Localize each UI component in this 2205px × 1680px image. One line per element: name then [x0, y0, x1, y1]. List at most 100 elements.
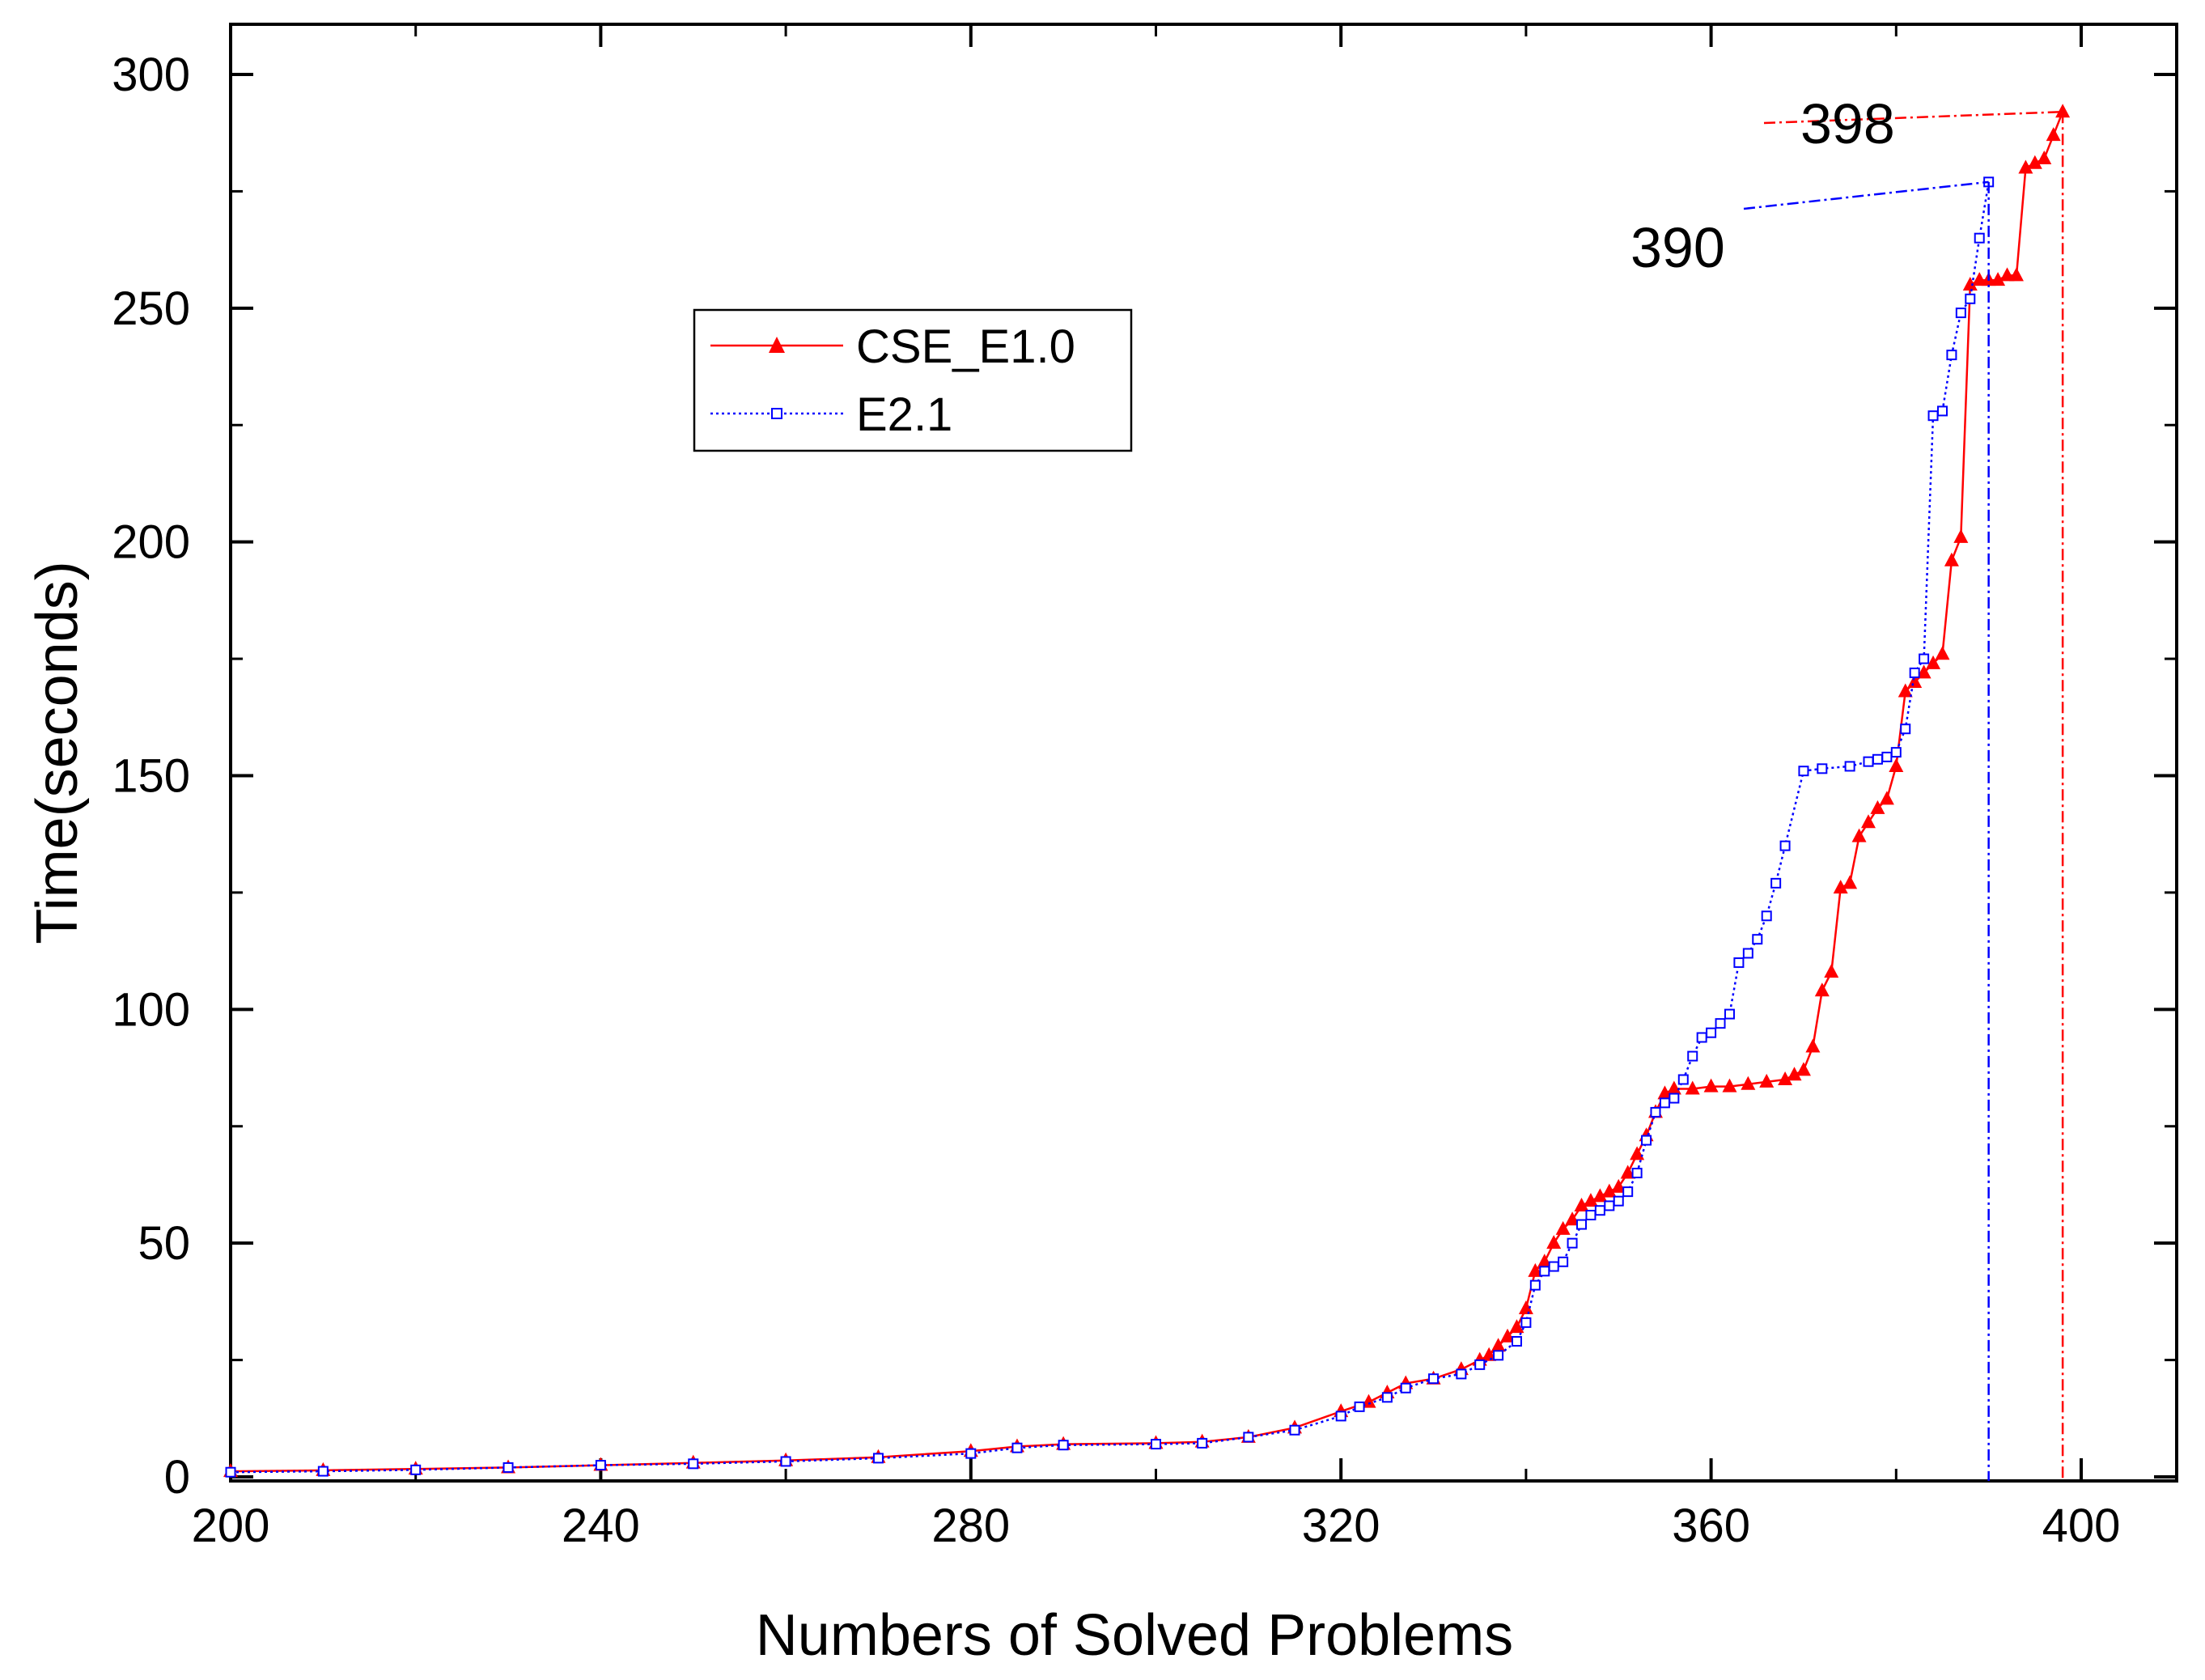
data-point: [1289, 1424, 1300, 1436]
data-point: [1805, 1038, 1821, 1053]
series-layer: [223, 104, 2071, 1478]
data-point: [1518, 1300, 1533, 1315]
data-point: [1890, 747, 1902, 758]
data-point: [1650, 1106, 1661, 1118]
y-tick-label: 250: [112, 282, 190, 335]
data-point: [872, 1453, 884, 1464]
data-point: [1741, 1075, 1756, 1090]
data-point: [1889, 757, 1904, 772]
data-point: [1583, 1193, 1598, 1207]
data-point: [1657, 1085, 1673, 1100]
data-point: [2008, 267, 2024, 282]
data-point: [1798, 766, 1809, 777]
data-point: [1474, 1359, 1486, 1370]
data-point: [410, 1464, 422, 1475]
data-point: [1927, 410, 1939, 422]
data-point: [1685, 1080, 1700, 1095]
data-point: [1528, 1262, 1543, 1277]
data-point: [1936, 405, 1948, 417]
data-point: [1555, 1220, 1571, 1235]
data-point: [1974, 232, 1985, 244]
x-tick-label: 360: [1672, 1500, 1750, 1552]
data-point: [1870, 800, 1885, 814]
data-point: [1833, 880, 1848, 894]
y-tick-label: 50: [138, 1217, 190, 1270]
data-point: [1659, 1097, 1670, 1109]
data-point: [1537, 1254, 1552, 1268]
annotation-label-398: 398: [1800, 92, 1895, 155]
legend-box: [693, 308, 1133, 452]
data-point: [1972, 272, 1987, 286]
data-point: [1881, 751, 1893, 762]
data-point: [1529, 1279, 1541, 1291]
data-point: [2037, 150, 2052, 164]
data-point: [1490, 1338, 1506, 1352]
data-point: [1565, 1211, 1580, 1226]
data-point: [2055, 104, 2071, 118]
data-point: [1863, 756, 1874, 767]
data-point: [1400, 1382, 1411, 1394]
data-point: [1879, 791, 1894, 805]
data-point: [1991, 272, 2006, 286]
data-point: [1151, 1439, 1161, 1450]
y-tick-label: 300: [112, 49, 190, 101]
data-point: [1669, 1092, 1680, 1104]
data-point: [1611, 1178, 1626, 1193]
data-point: [1715, 1018, 1726, 1029]
annotation-label-390: 390: [1630, 216, 1725, 279]
data-point: [1916, 664, 1931, 679]
data-point: [1722, 1078, 1737, 1092]
data-point: [1482, 1347, 1497, 1361]
data-point: [1456, 1368, 1467, 1380]
annotation-layer: 398 390: [1630, 92, 2064, 1481]
data-point: [2046, 127, 2061, 142]
data-point: [1787, 1067, 1802, 1081]
data-point: [1677, 1074, 1689, 1085]
data-point: [1817, 763, 1828, 774]
data-point: [1381, 1392, 1393, 1403]
data-point: [1965, 293, 1976, 304]
data-point: [1851, 828, 1867, 842]
y-tick-label: 100: [112, 983, 190, 1036]
data-point: [1546, 1235, 1562, 1249]
data-point: [1955, 308, 1966, 319]
y-tick-labels: 0 50 100 150 200 250 300: [112, 49, 190, 1504]
data-point: [1935, 646, 1950, 660]
data-point: [1548, 1261, 1559, 1272]
y-tick-label: 200: [112, 516, 190, 569]
plot-frame: [229, 23, 2178, 1483]
data-point: [1666, 1080, 1681, 1095]
data-point: [1687, 1050, 1698, 1062]
series-e2-1: [225, 176, 1995, 1478]
x-axis-title: Numbers of Solved Problems: [756, 1603, 1513, 1668]
data-point: [688, 1458, 699, 1470]
series-cse-e1-0: [223, 104, 2071, 1478]
data-point: [1354, 1401, 1365, 1412]
x-tick-label: 320: [1302, 1500, 1380, 1552]
legend: CSE_E1.0 E2.1: [693, 308, 1133, 452]
data-point: [1900, 723, 1911, 735]
data-point: [1706, 1027, 1717, 1038]
data-point: [1907, 673, 1923, 688]
data-point: [1733, 957, 1745, 969]
leader-line-398: [1763, 110, 2063, 125]
data-point: [1613, 1195, 1624, 1207]
data-point: [1898, 683, 1913, 698]
data-point: [1742, 948, 1753, 959]
data-point: [595, 1460, 606, 1471]
data-point: [1926, 655, 1941, 669]
data-point: [2018, 159, 2033, 174]
data-point: [1962, 276, 1978, 291]
data-point: [1844, 761, 1855, 772]
data-point: [1860, 814, 1876, 829]
data-point: [502, 1462, 514, 1473]
data-point: [1567, 1237, 1578, 1249]
data-point: [1197, 1437, 1208, 1449]
data-point: [2027, 155, 2042, 169]
data-point: [1585, 1210, 1597, 1221]
data-point: [1842, 875, 1858, 889]
legend-label-e21: E2.1: [856, 388, 952, 441]
data-point: [1620, 1165, 1635, 1179]
leader-line-390: [1743, 180, 1989, 210]
legend-marker-cse: [769, 337, 785, 353]
